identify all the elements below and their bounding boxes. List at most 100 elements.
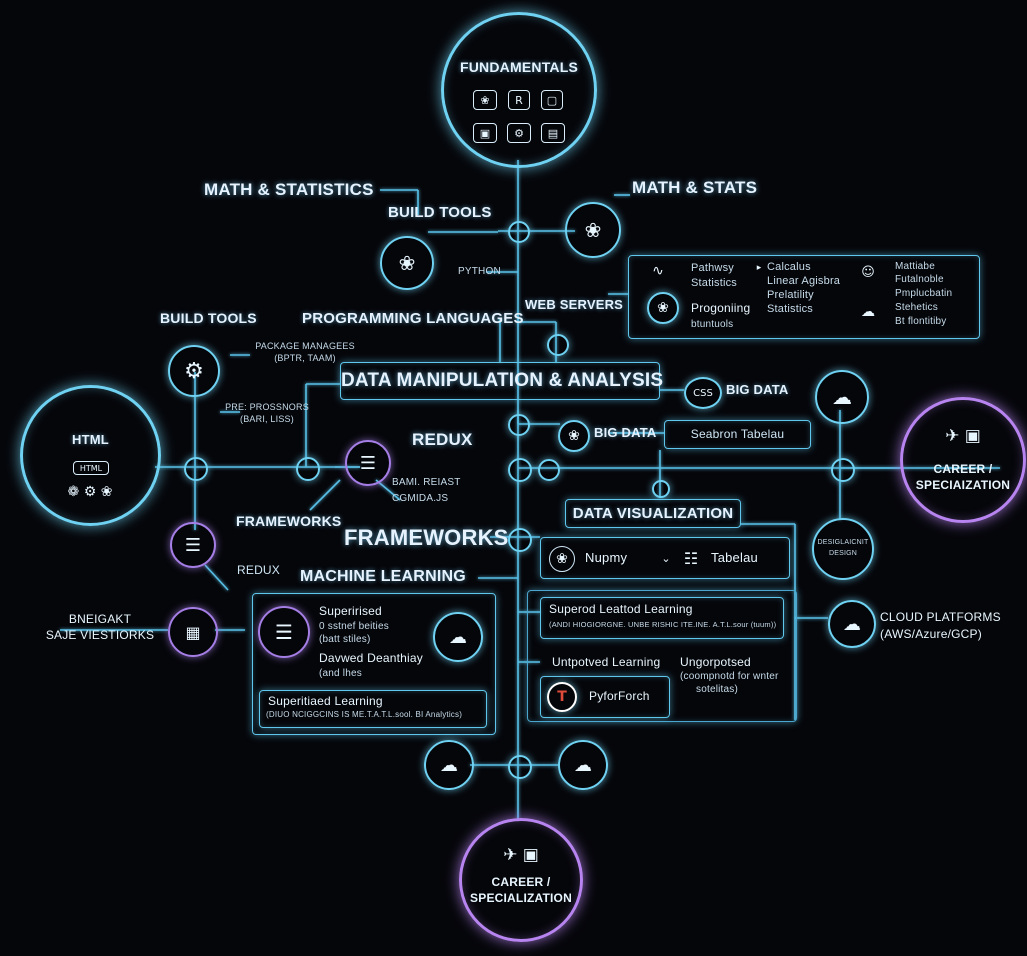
- math-stats-label: MATH & STATS: [632, 178, 758, 197]
- html-icons: ❁ ⚙ ❀: [67, 484, 113, 500]
- chip-icon: ☷: [683, 548, 699, 568]
- data-manipulation-label: DATA MANIPULATION & ANALYSIS: [341, 370, 664, 391]
- ml-panel[interactable]: ☰ Superirised 0 sstnef beities (batt sti…: [252, 593, 496, 735]
- career-bottom-line1: CAREER /: [491, 875, 551, 889]
- document-node-left[interactable]: ☰: [170, 522, 216, 568]
- junction-dot[interactable]: [547, 334, 569, 356]
- junction-dot[interactable]: [508, 755, 532, 779]
- junction-dot[interactable]: [831, 458, 855, 482]
- cloud-icon: ☁: [440, 754, 458, 776]
- data-manipulation-box[interactable]: DATA MANIPULATION & ANALYSIS: [340, 362, 664, 400]
- screen-icon: ▤: [541, 123, 565, 143]
- redux-left-label: REDUX: [237, 563, 281, 577]
- tabelau-label: Tabelau: [711, 550, 758, 565]
- python-node-math[interactable]: ❀: [565, 202, 621, 258]
- chart-wave-icon: ∿: [652, 263, 664, 279]
- preprocessors-line1: PRE: PROSSNORS: [225, 402, 309, 412]
- calculator-node[interactable]: ▦: [168, 607, 218, 657]
- col3-line3: Pmplucbatin: [895, 288, 953, 299]
- chevron-down-icon: ⌄: [661, 551, 671, 565]
- career-bottom-line2: SPECIALIZATION: [470, 891, 572, 905]
- python-node-bigdata[interactable]: ❀: [558, 420, 590, 452]
- design-node[interactable]: DESIGLAICNIT DESIGN: [812, 518, 874, 580]
- nupmy-label: Nupmy: [585, 550, 628, 565]
- career-right-line1: CAREER /: [933, 462, 993, 476]
- gear-node[interactable]: ⚙: [168, 345, 220, 397]
- people-icon: ☺: [861, 264, 875, 280]
- career-bottom-hub[interactable]: ✈ ▣ CAREER / SPECIALIZATION: [459, 818, 583, 942]
- html-hub[interactable]: HTML HTML ❁ ⚙ ❀: [20, 385, 161, 526]
- progr-line1: Progoniing: [691, 301, 751, 315]
- seabron-tabelau-box[interactable]: Seabron Tabelau: [664, 420, 811, 449]
- junction-dot[interactable]: [508, 458, 532, 482]
- pytorch-label: PyforForch: [589, 689, 650, 703]
- math-panel[interactable]: ∿ Pathwsy Statistics ▸ Calcalus Linear A…: [628, 255, 980, 339]
- col2-line2: Linear Agisbra: [767, 275, 841, 287]
- cloud-node-top[interactable]: ☁: [815, 370, 869, 424]
- ungorpotsed-line1: Ungorpotsed: [680, 655, 751, 669]
- progr-line2: btuntuols: [691, 319, 734, 330]
- preprocessors-line2: (BARI, LISS): [240, 414, 294, 424]
- document-icon: ☰: [275, 620, 293, 644]
- col3-line5: Bt flontitiby: [895, 316, 947, 327]
- css-icon: CSS: [693, 387, 713, 399]
- junction-dot[interactable]: [508, 221, 530, 243]
- junction-dot[interactable]: [296, 457, 320, 481]
- col2-line1: Calcalus: [767, 261, 811, 273]
- pytorch-icon: T: [547, 682, 577, 712]
- junction-dot[interactable]: [538, 459, 560, 481]
- left-label-line2: SAJE VIESTIORKS: [45, 628, 155, 642]
- package-managers-line1: PACKAGE MANAGEES: [255, 341, 355, 351]
- ungorpotsed-line2: (coompnotd for wnter: [680, 671, 779, 682]
- superod-box[interactable]: Superod Leattod Learning (ANDI HIOGIORGN…: [540, 597, 784, 639]
- frameworks-big-label: FRAMEWORKS: [344, 525, 509, 550]
- cloud-icon: ☁: [843, 613, 861, 635]
- superod-title: Superod Leattod Learning: [549, 602, 693, 616]
- superod-sub: (ANDI HIOGIORGNE. UNBE RISHIC ITE.INE. A…: [549, 620, 777, 629]
- learning-panel[interactable]: [527, 590, 797, 722]
- css-node[interactable]: CSS: [684, 377, 722, 409]
- data-visualization-label: DATA VISUALIZATION: [572, 505, 734, 522]
- document-icon: ☰: [359, 452, 377, 474]
- html-title: HTML: [72, 432, 109, 447]
- cloud-node-ml: ☁: [433, 612, 483, 662]
- junction-dot[interactable]: [508, 528, 532, 552]
- design-line1: DESIGLAICNIT: [817, 539, 869, 546]
- davwed-label: Davwed Deanthiay: [319, 651, 423, 665]
- web-servers-label: WEB SERVERS: [525, 297, 624, 312]
- career-right-hub[interactable]: ✈ ▣ CAREER / SPECIAIZATION: [900, 397, 1026, 523]
- python-icon: ❀: [473, 90, 497, 110]
- career-right-line2: SPECIAIZATION: [915, 478, 1011, 492]
- python-node-build[interactable]: ❀: [380, 236, 434, 290]
- python-icon: ❀: [398, 251, 416, 275]
- junction-dot[interactable]: [184, 457, 208, 481]
- viz-tools-box[interactable]: ❀ Nupmy ⌄ ☷ Tabelau: [540, 537, 790, 579]
- data-visualization-box[interactable]: DATA VISUALIZATION: [565, 499, 741, 528]
- cloud-node-bottom-left[interactable]: ☁: [424, 740, 474, 790]
- supervised-label: Superirised: [319, 604, 382, 618]
- python-icon: ❀: [549, 546, 575, 572]
- big-data-label-2: BIG DATA: [594, 425, 657, 440]
- bami-reiast-line2: CGMIDA.JS: [392, 493, 449, 504]
- document-node-redux[interactable]: ☰: [345, 440, 391, 486]
- col1-line2: Statistics: [691, 277, 738, 289]
- ml-bottom-box[interactable]: Superitiaed Learning (DIUO NCIGGCINS IS …: [259, 690, 487, 728]
- left-label-line1: BNEIGAKT: [68, 612, 132, 626]
- fundamentals-hub[interactable]: FUNDAMENTALS ❀ R ▢ ▣ ⚙ ▤: [441, 12, 597, 168]
- cloud-icon: ☁: [861, 304, 875, 320]
- rocket-icon: ✈ ▣: [945, 426, 981, 446]
- cloud-node-platforms[interactable]: ☁: [828, 600, 876, 648]
- package-managers-line2: (BPTR, TAAM): [274, 353, 336, 363]
- pytorch-box[interactable]: T PyforForch: [540, 676, 670, 718]
- junction-dot[interactable]: [652, 480, 670, 498]
- pytorch-glyph: T: [557, 689, 567, 705]
- junction-dot[interactable]: [508, 414, 530, 436]
- col1-line1: Pathwsy: [691, 262, 734, 274]
- math-statistics-label: MATH & STATISTICS: [204, 180, 374, 199]
- ml-line-2: (batt stiles): [319, 634, 371, 645]
- cloud-node-bottom-right[interactable]: ☁: [558, 740, 608, 790]
- python-icon-panel: ❀: [647, 292, 679, 324]
- col2-line3: Prelatility: [767, 289, 814, 301]
